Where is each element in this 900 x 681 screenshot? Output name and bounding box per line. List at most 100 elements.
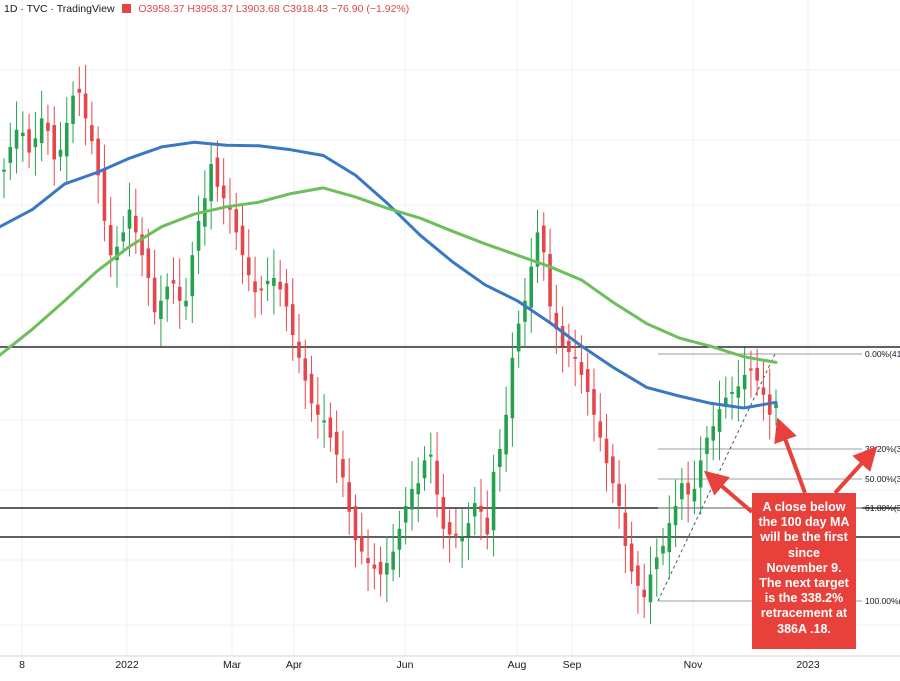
candle-body [391, 551, 395, 570]
candle-body [535, 232, 540, 267]
candle-body [190, 255, 195, 297]
candle-body [115, 246, 119, 261]
candle-body [246, 257, 251, 276]
candle-body [680, 483, 684, 500]
candle-body [504, 414, 508, 455]
candle-body [27, 129, 31, 153]
candle-body [372, 564, 377, 569]
candle-body [410, 488, 414, 510]
candle-body [121, 232, 126, 242]
candle-body [604, 438, 609, 464]
candle-body [290, 304, 295, 335]
fib-level-label: 100.00%(34 [865, 596, 900, 606]
candle-body [673, 506, 678, 526]
candle-body [215, 157, 220, 187]
candle-body [253, 281, 257, 293]
candle-body [454, 533, 458, 536]
candle-body [730, 392, 734, 394]
candle-body [466, 523, 471, 537]
candle-body [347, 482, 352, 512]
chart-legend: 1D · TVC · TradingView O3958.37 H3958.37… [4, 3, 410, 15]
candle-body [127, 209, 132, 229]
ma-100-line[interactable] [0, 140, 778, 410]
candle-body [636, 565, 640, 586]
candle-body [316, 404, 320, 415]
candle-body [755, 367, 759, 381]
fib-level-label: 0.00%(41 [865, 349, 900, 359]
x-tick-label: Mar [223, 659, 242, 671]
candle-body [90, 125, 94, 142]
candle-body [774, 403, 778, 409]
candle-body [585, 369, 590, 392]
candle-body [77, 88, 82, 93]
x-axis: 8 2022 Mar Apr Jun Aug Sep Nov 2023 [0, 655, 900, 671]
candle-body [397, 528, 402, 550]
candle-body [560, 325, 565, 347]
fib-level-label: 50.00%(37 [865, 474, 900, 484]
candle-body [46, 122, 50, 131]
x-tick-label: 2022 [115, 659, 139, 671]
candle-body [366, 558, 370, 563]
candle-body [435, 460, 439, 495]
candle-body [567, 340, 571, 353]
candle-body [196, 221, 201, 251]
x-tick-label: Jun [397, 659, 414, 671]
legend-source: TVC [26, 3, 48, 15]
candle-body [102, 169, 107, 221]
candle-body [498, 449, 502, 467]
candle-body [83, 93, 88, 119]
annotation-text: A close below the 100 day MA will be the… [758, 500, 850, 636]
fibonacci-retracement: 0.00%(41 38.20%(38 50.00%(37 61.80%(37 100.0… [657, 349, 900, 606]
candle-body [698, 460, 703, 488]
candle-body [428, 454, 433, 457]
candle-body [523, 300, 527, 322]
candle-body [272, 278, 276, 286]
candle-body [422, 460, 427, 479]
candle-body [265, 280, 270, 285]
ma-200-line[interactable] [0, 186, 778, 364]
candle-body [234, 209, 239, 233]
candle-body [96, 138, 100, 176]
candle-body [761, 387, 766, 395]
candle-body [541, 225, 546, 253]
candle-body [510, 357, 515, 419]
candle-body [667, 523, 672, 553]
candle-body [152, 277, 157, 313]
candle-body [171, 280, 176, 284]
candle-body [334, 431, 339, 455]
candle-body [353, 506, 358, 541]
candle-body [322, 420, 326, 423]
candle-body [14, 129, 19, 149]
candle-body [749, 368, 753, 371]
candle-body [39, 118, 44, 144]
candles [2, 65, 778, 624]
x-tick-label: Aug [508, 659, 527, 671]
candle-body [629, 543, 634, 572]
candle-body [648, 574, 653, 603]
candle-body [529, 266, 534, 308]
candle-body [359, 536, 364, 552]
annotation-arrows [703, 417, 878, 514]
legend-interval: 1D [4, 3, 18, 15]
candle-body [209, 164, 213, 202]
candle-body [472, 503, 477, 517]
candle-body [159, 300, 163, 320]
candle-body [711, 426, 716, 441]
candle-body [21, 132, 25, 137]
candle-body [416, 483, 421, 495]
candle-body [2, 169, 6, 172]
candle-body [642, 589, 646, 598]
candle-body [403, 506, 408, 523]
candle-body [341, 459, 345, 478]
candle-body [177, 286, 182, 301]
candle-body [221, 185, 226, 199]
candle-body [654, 557, 659, 570]
candle-body [328, 417, 333, 438]
candle-body [736, 386, 741, 398]
candle-body [297, 341, 301, 358]
x-tick-label: 2023 [796, 659, 820, 671]
annotation-arrow [833, 446, 878, 495]
candle-body [686, 482, 690, 495]
